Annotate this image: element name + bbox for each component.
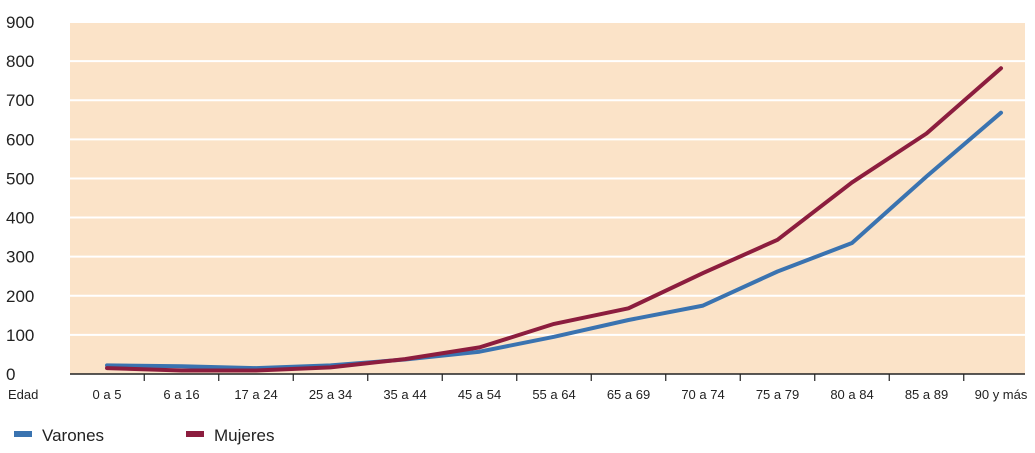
x-tick-label: 45 a 54 xyxy=(458,387,501,402)
y-tick-label: 500 xyxy=(6,169,34,188)
x-tick-label: 80 a 84 xyxy=(830,387,873,402)
x-tick-label: 35 a 44 xyxy=(383,387,426,402)
x-tick-label: 0 a 5 xyxy=(93,387,122,402)
x-tick-label: 25 a 34 xyxy=(309,387,352,402)
y-tick-label: 600 xyxy=(6,130,34,149)
x-tick-label: 90 y más xyxy=(975,387,1028,402)
y-tick-label: 100 xyxy=(6,326,34,345)
y-axis-ticks: 900 800 700 600 500 400 300 200 100 0 xyxy=(6,13,34,384)
x-axis-label: Edad xyxy=(8,387,38,402)
y-tick-label: 900 xyxy=(6,13,34,32)
series-lines xyxy=(105,66,1003,373)
legend-item: Mujeres xyxy=(186,426,274,445)
legend-swatch xyxy=(14,431,32,437)
y-tick-label: 200 xyxy=(6,287,34,306)
x-tick-label: 70 a 74 xyxy=(681,387,724,402)
legend-item: Varones xyxy=(14,426,104,445)
y-tick-label: 300 xyxy=(6,248,34,267)
y-tick-label: 400 xyxy=(6,209,34,228)
y-tick-label: 800 xyxy=(6,52,34,71)
plot-area-background xyxy=(70,22,1025,374)
x-axis-ticks: 0 a 5 6 a 16 17 a 24 25 a 34 35 a 44 45 a 54 5… xyxy=(93,374,1028,402)
series-line xyxy=(105,110,1003,371)
legend-label: Mujeres xyxy=(214,426,274,445)
x-tick-label: 85 a 89 xyxy=(905,387,948,402)
x-tick-label: 6 a 16 xyxy=(163,387,199,402)
legend: Varones Mujeres xyxy=(14,426,274,445)
series-line xyxy=(105,66,1003,373)
x-tick-label: 55 a 64 xyxy=(532,387,575,402)
x-tick-label: 17 a 24 xyxy=(234,387,277,402)
gridlines xyxy=(70,21,1025,336)
y-tick-label: 700 xyxy=(6,91,34,110)
legend-swatch xyxy=(186,431,204,437)
x-tick-label: 65 a 69 xyxy=(607,387,650,402)
y-tick-label: 0 xyxy=(6,365,15,384)
legend-label: Varones xyxy=(42,426,104,445)
x-tick-label: 75 a 79 xyxy=(756,387,799,402)
